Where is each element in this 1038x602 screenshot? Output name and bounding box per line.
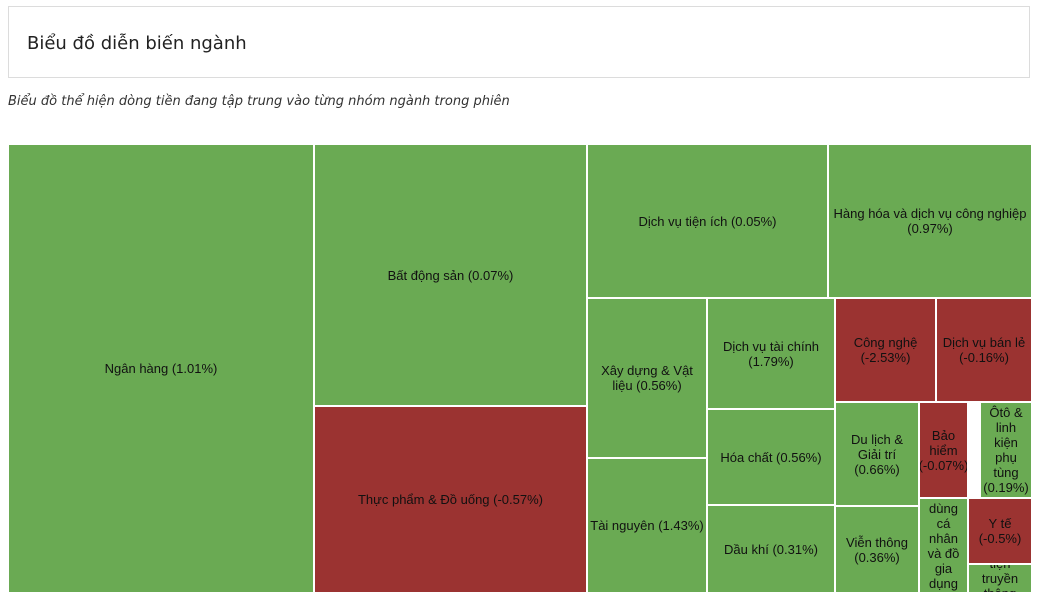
treemap-tile-label: Ôtô & linh kiện phụ tùng (0.19%) (983, 405, 1029, 495)
treemap-tile[interactable]: Hàng hóa và dịch vụ công nghiệp (0.97%) (828, 144, 1032, 298)
treemap-tile[interactable]: dùng cá nhân và đồ gia dụng (919, 498, 968, 593)
treemap-tile-label: Xây dựng & Vật liệu (0.56%) (601, 363, 693, 393)
treemap-tile-label: Dịch vụ bán lẻ (-0.16%) (942, 335, 1026, 365)
treemap-tile[interactable]: Ôtô & linh kiện phụ tùng (0.19%) (980, 402, 1032, 498)
treemap-tile-label: Du lịch & Giải trí (0.66%) (850, 431, 904, 477)
treemap-tile-label: Công nghệ (-2.53%) (853, 335, 918, 365)
treemap-tile[interactable]: Bảo hiểm (-0.07%) (919, 402, 968, 498)
treemap-tile-label: dùng cá nhân và đồ gia dụng (927, 500, 960, 591)
treemap-tile-label: Viễn thông (0.36%) (846, 534, 908, 565)
page-title: Biểu đồ diễn biến ngành (27, 33, 247, 54)
treemap-tile-label: Thực phẩm & Đồ uống (-0.57%) (357, 492, 543, 507)
treemap-tile[interactable]: Xây dựng & Vật liệu (0.56%) (587, 298, 707, 458)
treemap-tile[interactable]: Dịch vụ tài chính (1.79%) (707, 298, 835, 409)
treemap-tile[interactable]: Du lịch & Giải trí (0.66%) (835, 402, 919, 506)
treemap-tile-label: Ngân hàng (1.01%) (104, 361, 218, 376)
treemap-tile[interactable]: Hóa chất (0.56%) (707, 409, 835, 505)
treemap-tile[interactable]: Công nghệ (-2.53%) (835, 298, 936, 402)
treemap-tile[interactable]: Thực phẩm & Đồ uống (-0.57%) (314, 406, 587, 593)
treemap-tile[interactable]: Viễn thông (0.36%) (835, 506, 919, 593)
treemap-tile-label: Dầu khí (0.31%) (724, 541, 818, 557)
treemap-tile-label: Dịch vụ tiện ích (0.05%) (638, 213, 777, 229)
treemap-tile-label: Y tế (-0.5%) (978, 516, 1022, 546)
treemap-tile[interactable]: Bất động sản (0.07%) (314, 144, 587, 406)
treemap-tile-label: Dịch vụ tài chính (1.79%) (722, 338, 820, 369)
treemap-tile[interactable]: Y tế (-0.5%) (968, 498, 1032, 564)
treemap-tile-label: Bất động sản (0.07%) (387, 267, 514, 283)
treemap-tile-label: Bảo hiểm (-0.07%) (919, 427, 968, 473)
chart-subtitle: Biểu đồ thể hiện dòng tiền đang tập trun… (8, 94, 510, 109)
sector-treemap: Ngân hàng (1.01%) Bất động sản (0.07%) Thự… (8, 144, 1032, 593)
treemap-tile-label: Tài nguyên (1.43%) (590, 518, 704, 533)
treemap-tile[interactable]: Tài nguyên (1.43%) (587, 458, 707, 593)
treemap-tile[interactable]: Dịch vụ bán lẻ (-0.16%) (936, 298, 1032, 402)
chart-header-box: Biểu đồ diễn biến ngành (8, 6, 1030, 78)
treemap-tile[interactable]: Ngân hàng (1.01%) (8, 144, 314, 593)
treemap-tile-label: Hàng hóa và dịch vụ công nghiệp (0.97%) (833, 206, 1027, 236)
treemap-tile[interactable]: tiện truyền thông (968, 564, 1032, 593)
treemap-tile[interactable]: Dịch vụ tiện ích (0.05%) (587, 144, 828, 298)
treemap-tile-label: Hóa chất (0.56%) (720, 449, 822, 465)
treemap-tile[interactable]: Dầu khí (0.31%) (707, 505, 835, 593)
treemap-tile-label: tiện truyền thông (981, 565, 1019, 592)
